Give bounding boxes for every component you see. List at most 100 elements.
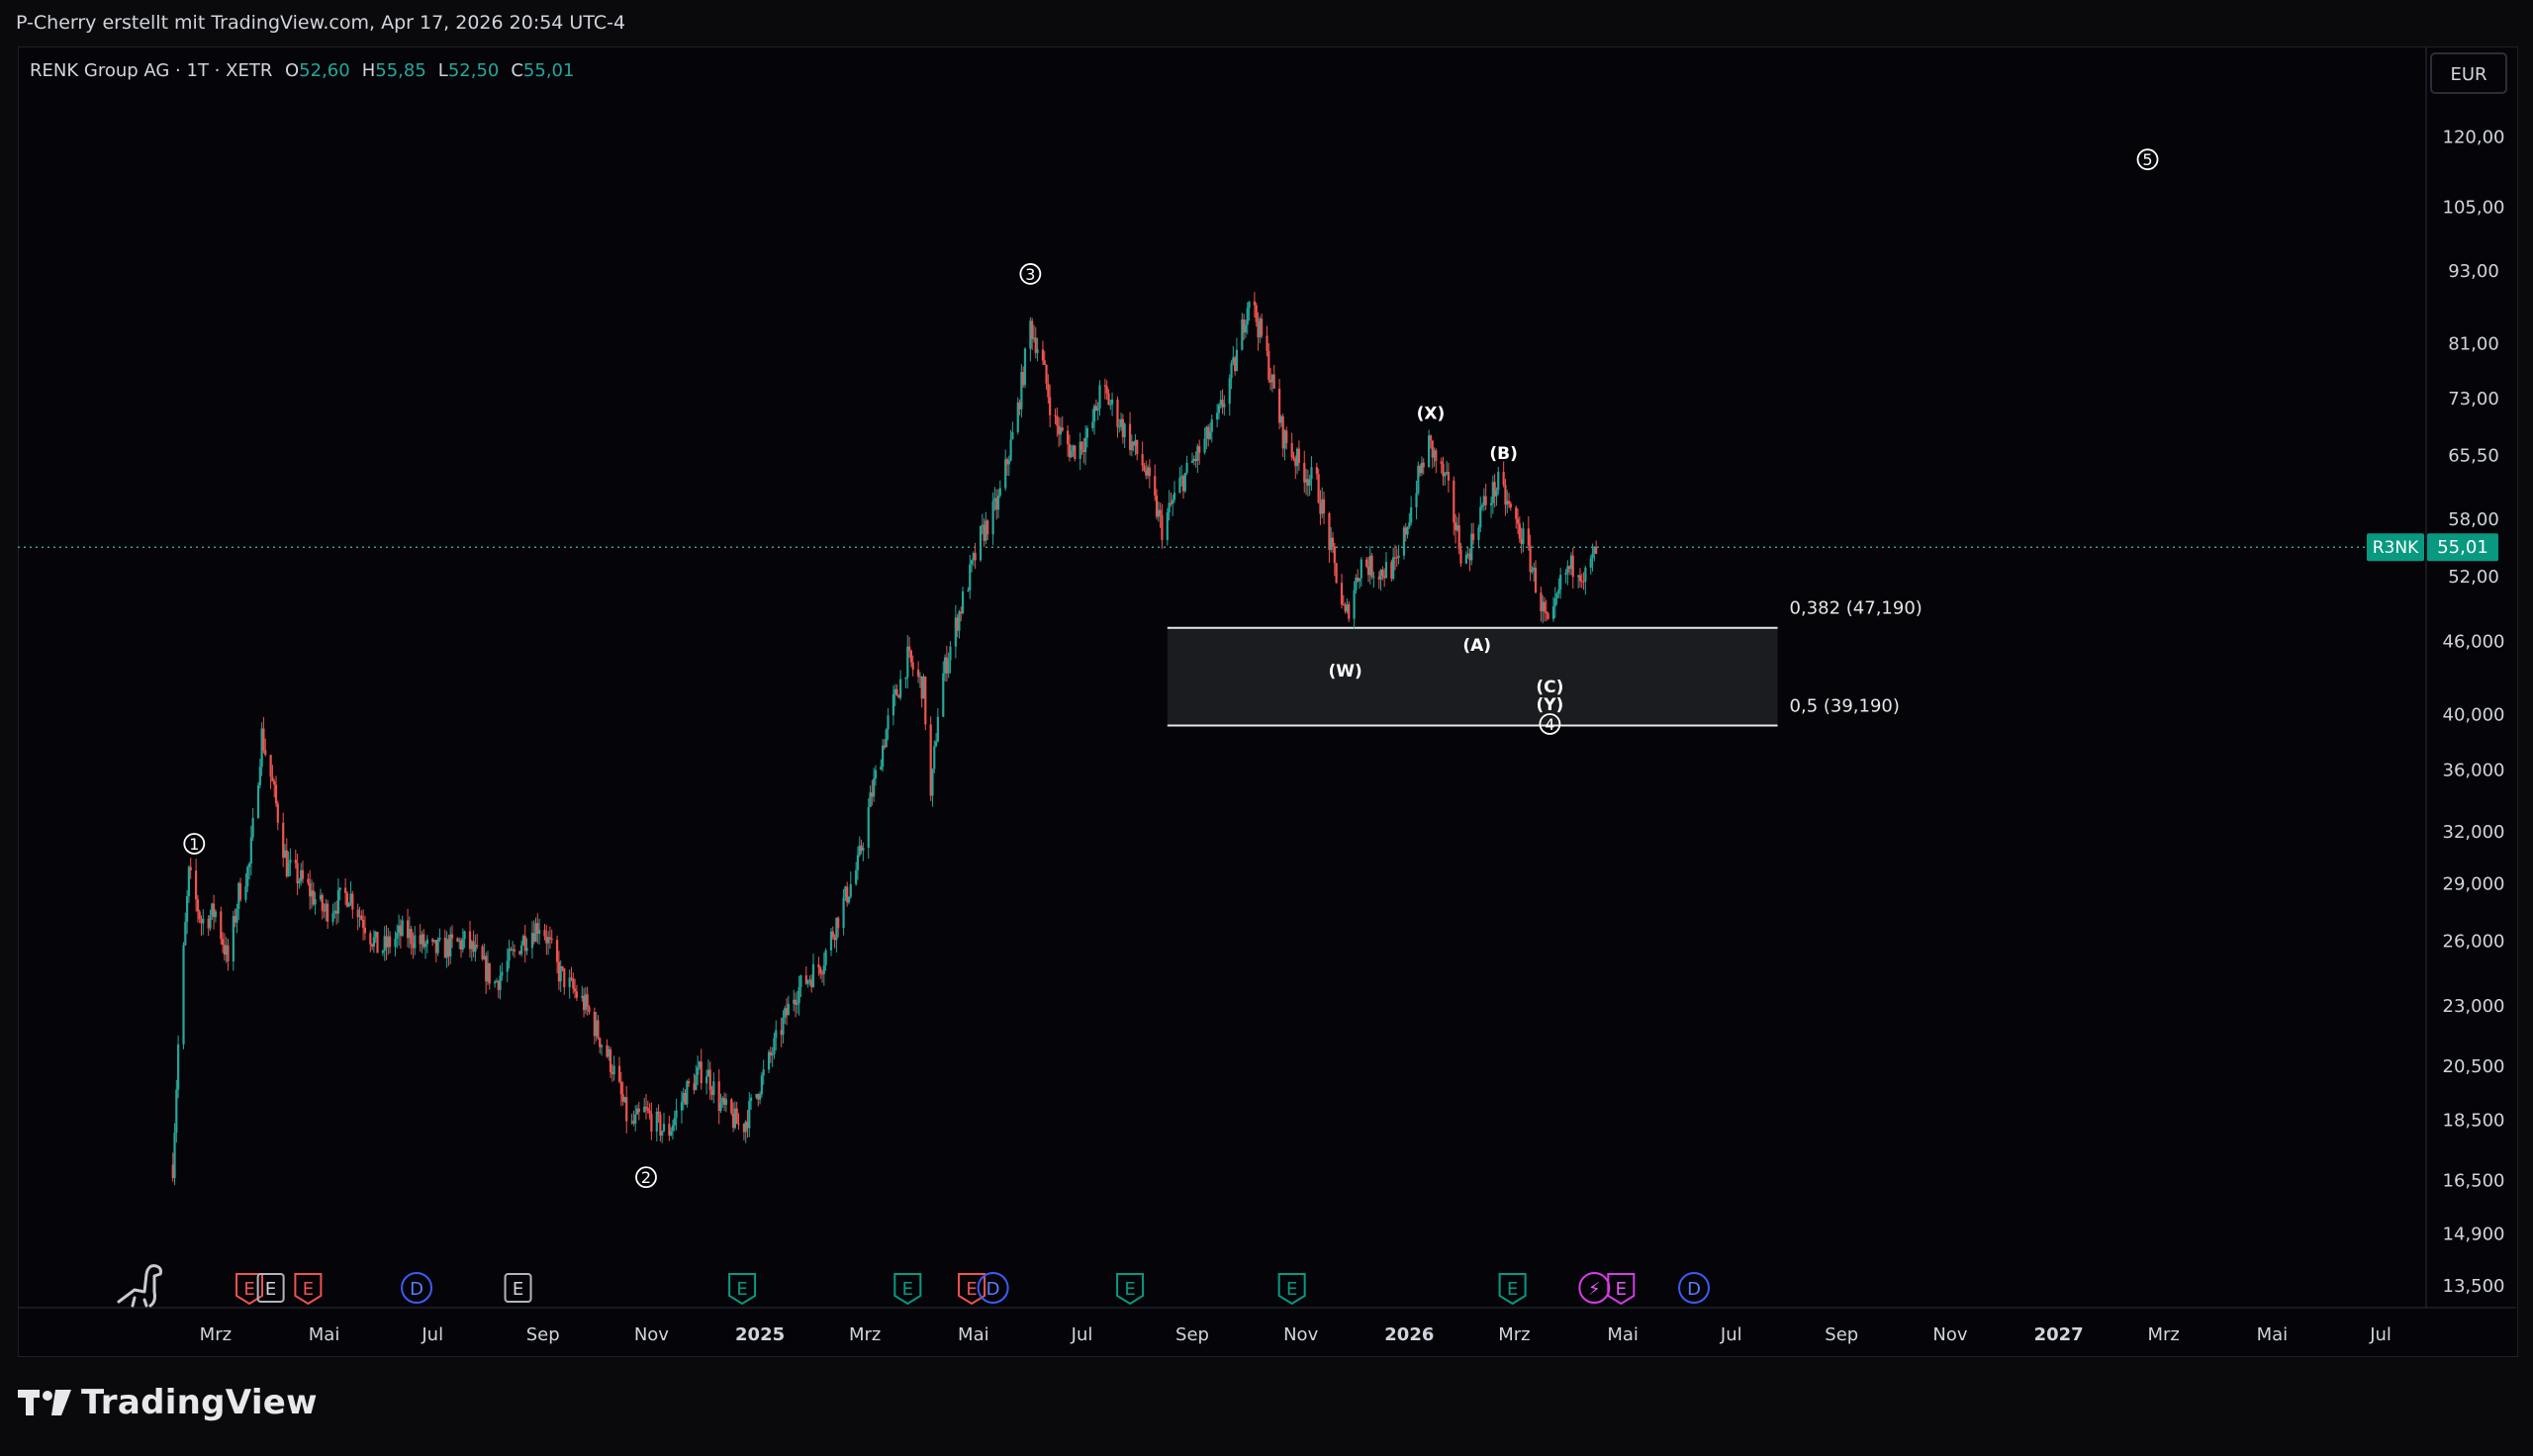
candle-body (534, 923, 537, 942)
candle-body (1020, 371, 1023, 410)
price-axis[interactable]: 120,00 105,00 93,00 81,00 73,00 65,50 58,00 52,… (2443, 128, 2505, 1298)
candle-body (1269, 380, 1272, 383)
candle-body (1143, 465, 1146, 471)
candle-body (276, 803, 279, 823)
candle-body (737, 1124, 740, 1126)
candle-body (1067, 430, 1070, 445)
candle-body (1259, 318, 1262, 338)
candle-body (706, 1069, 710, 1077)
candle-body (300, 869, 303, 881)
candle-body (235, 908, 238, 923)
candle-body (1159, 509, 1162, 515)
legend-symbol[interactable]: RENK Group AG · 1T · XETR (30, 60, 272, 81)
candle-body (1406, 527, 1409, 535)
event-marker-circle (1578, 1272, 1611, 1304)
candle-body (1023, 348, 1027, 386)
candle-body (1196, 446, 1199, 461)
candle-body (1459, 549, 1462, 564)
candle-body (1230, 363, 1233, 379)
candle-body (461, 939, 464, 950)
event-marker[interactable]: E (1277, 1273, 1306, 1306)
event-marker[interactable]: E (1607, 1273, 1636, 1306)
candle-body (1557, 589, 1560, 594)
candle-body (573, 988, 577, 992)
candle-body (1257, 321, 1260, 338)
candle-body (1497, 472, 1500, 491)
event-marker[interactable]: E (256, 1273, 285, 1303)
candle-body (1292, 457, 1295, 459)
candle-body (1477, 527, 1480, 540)
candle-body (1568, 566, 1571, 570)
fib-retracement[interactable]: 0,382 (47,190) 0,5 (39,190) (1167, 598, 1923, 727)
event-marker[interactable]: E (294, 1273, 323, 1306)
candle-body (967, 590, 970, 592)
candle-body (1435, 450, 1438, 462)
candle-body (1043, 360, 1046, 365)
candle-body (634, 1114, 637, 1125)
candle-body (856, 855, 860, 870)
candle-body (200, 919, 203, 924)
event-marker-badge (958, 1273, 986, 1306)
candle-body (1506, 500, 1509, 505)
candle-body (1267, 350, 1270, 381)
time-tick-label: Mai (958, 1324, 989, 1345)
candle-body (1011, 431, 1014, 440)
candle-body (521, 936, 525, 946)
candle-body (523, 936, 526, 952)
tradingview-logo[interactable]: TradingView (18, 1383, 318, 1422)
candle-body (1529, 545, 1532, 573)
candle-body (1266, 335, 1268, 351)
event-marker[interactable]: E (504, 1273, 532, 1303)
candle-body (1368, 555, 1371, 576)
event-marker[interactable]: E (1498, 1273, 1527, 1306)
candle-body (1330, 537, 1333, 550)
candle-body (700, 1061, 703, 1084)
candle-body (811, 963, 815, 987)
event-marker[interactable]: E (1116, 1273, 1145, 1306)
candle-body (237, 882, 240, 909)
candle-body (1410, 506, 1413, 523)
candle-body (1518, 523, 1521, 539)
candle-body (717, 1081, 720, 1112)
candle-body (1342, 604, 1345, 606)
event-marker-label: E (966, 1279, 977, 1300)
candle-body (1032, 337, 1036, 339)
candle-body (264, 750, 267, 756)
candle-body (1180, 476, 1183, 478)
candle-body (1321, 499, 1324, 514)
event-marker[interactable]: D (977, 1272, 1009, 1304)
candle-body (1317, 474, 1320, 503)
currency-button[interactable]: EUR (2450, 64, 2486, 85)
candle-body (273, 780, 276, 785)
candle-body (1340, 583, 1344, 605)
price-tick-label: 36,000 (2443, 761, 2505, 781)
candle-body (744, 1121, 747, 1133)
event-marker[interactable]: E (893, 1273, 922, 1306)
candle-body (349, 893, 352, 904)
event-marker[interactable]: D (1678, 1272, 1711, 1304)
event-marker[interactable]: D (401, 1272, 433, 1304)
event-marker[interactable]: E (958, 1273, 986, 1306)
dino-icon[interactable] (117, 1264, 162, 1308)
candle-body (1344, 604, 1347, 612)
event-marker[interactable]: ⚡ (1578, 1272, 1611, 1304)
candle-body (399, 925, 402, 937)
wave-label: (W) (1328, 662, 1361, 682)
candle-body (548, 937, 552, 939)
candle-body (1248, 301, 1251, 309)
candle-body (1178, 477, 1181, 494)
time-axis[interactable]: Mrz Mai Jul Sep Nov 2025 Mrz Mai Jul Sep Nov 2026 Mr… (200, 1324, 2392, 1345)
candle-body (929, 724, 932, 796)
candle-body (1589, 558, 1592, 568)
candle-body (401, 920, 404, 937)
candle-body (362, 919, 365, 928)
currency-button-frame[interactable] (2430, 52, 2507, 94)
candle-body (1429, 435, 1433, 441)
candle-body (1381, 570, 1384, 577)
candle-body (860, 845, 863, 852)
candle-body (1453, 480, 1455, 523)
event-marker-badge (294, 1273, 323, 1306)
candle-body (545, 936, 548, 944)
event-marker[interactable]: E (728, 1273, 757, 1306)
